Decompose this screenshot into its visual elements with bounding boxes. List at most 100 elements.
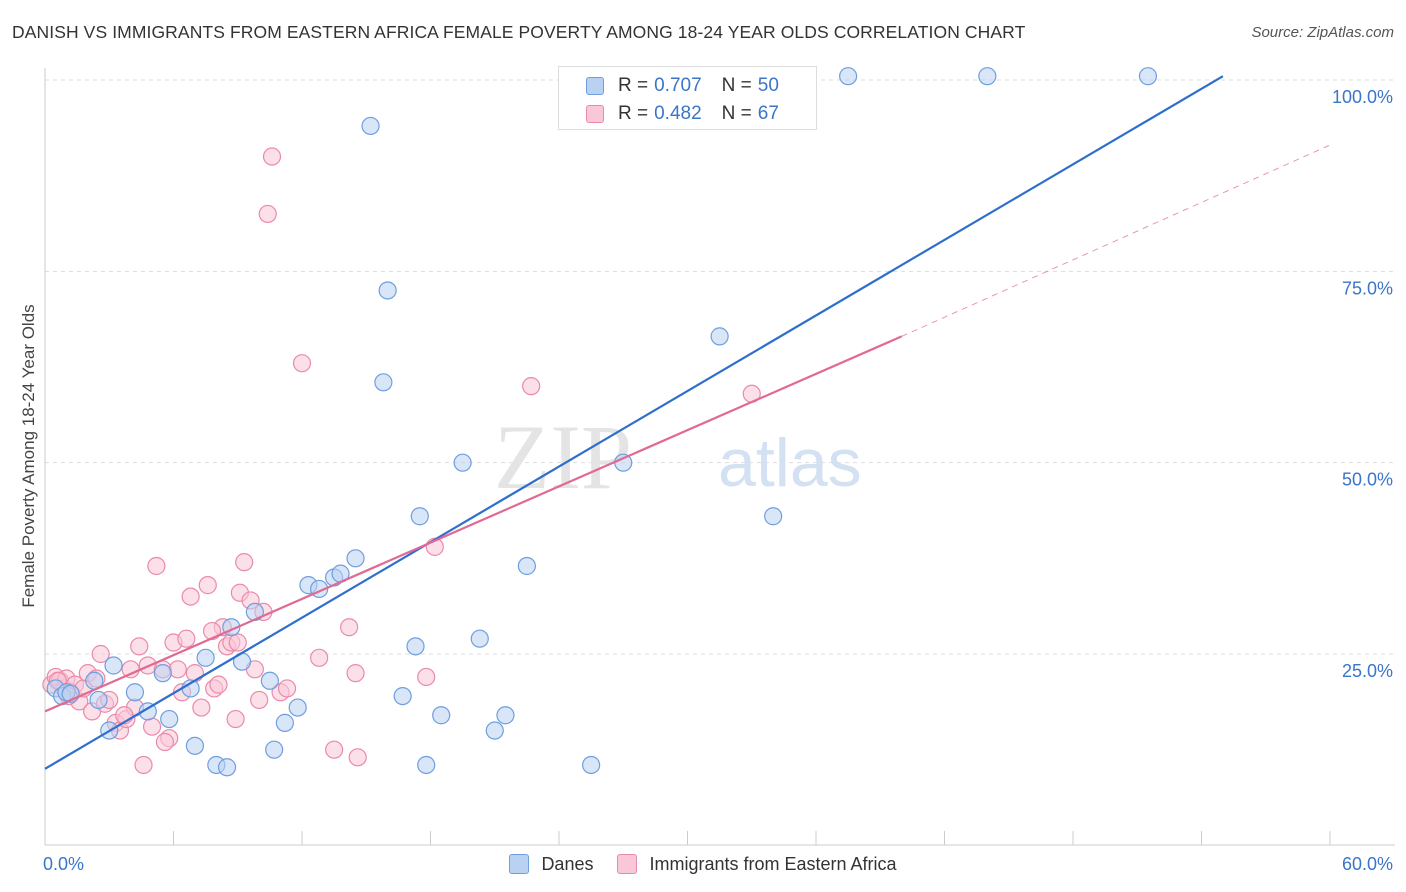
y-tick-label: 75.0% bbox=[1342, 278, 1393, 298]
legend-item-immigrants: Immigrants from Eastern Africa bbox=[617, 853, 897, 875]
immigrants-n-value: 67 bbox=[757, 103, 779, 124]
y-tick-label: 50.0% bbox=[1342, 470, 1393, 490]
legend-row-immigrants: R = 0.482 N = 67 bbox=[586, 103, 779, 125]
danes-point bbox=[978, 67, 997, 86]
danes-point bbox=[517, 556, 536, 576]
immigrants-point bbox=[417, 667, 436, 687]
immigrants-point bbox=[209, 675, 228, 694]
danes-point bbox=[410, 507, 429, 526]
legend-item-danes: Danes bbox=[509, 854, 593, 875]
danes-point bbox=[275, 713, 294, 732]
y-tick-label: 100.0% bbox=[1332, 87, 1393, 107]
immigrants-trendline-extension bbox=[901, 144, 1331, 337]
immigrants-point bbox=[142, 717, 162, 736]
watermark-atlas: atlas bbox=[718, 425, 862, 501]
immigrants-point bbox=[235, 553, 254, 572]
danes-point bbox=[470, 629, 489, 648]
danes-point bbox=[361, 116, 380, 136]
immigrants-point bbox=[325, 740, 344, 759]
danes-point bbox=[104, 656, 123, 675]
series-legend: Danes Immigrants from Eastern Africa bbox=[0, 852, 1406, 876]
immigrants-point bbox=[348, 748, 367, 767]
danes-point bbox=[406, 637, 425, 656]
immigrants-point bbox=[147, 556, 166, 576]
danes-swatch bbox=[509, 854, 530, 874]
trendlines bbox=[44, 75, 1331, 770]
immigrants-point bbox=[130, 637, 149, 656]
immigrants-r-value: 0.482 bbox=[654, 103, 702, 124]
immigrants-point bbox=[192, 698, 211, 717]
danes-point bbox=[496, 706, 515, 725]
n-label: N = bbox=[721, 75, 752, 96]
axes bbox=[44, 68, 1395, 846]
immigrants-point bbox=[134, 755, 153, 775]
immigrants-swatch bbox=[617, 854, 638, 874]
danes-point bbox=[417, 755, 436, 775]
danes-point bbox=[710, 327, 729, 346]
source-label: Source: ZipAtlas.com bbox=[1251, 24, 1394, 41]
danes-r-value: 0.707 bbox=[654, 75, 702, 96]
danes-n-value: 50 bbox=[757, 75, 779, 96]
danes-point bbox=[217, 758, 237, 777]
danes-point bbox=[89, 690, 108, 710]
immigrants-point bbox=[202, 621, 222, 641]
legend-row-danes: R = 0.707 N = 50 bbox=[586, 75, 779, 97]
danes-point bbox=[764, 507, 783, 526]
danes-point bbox=[288, 698, 307, 717]
danes-point bbox=[196, 648, 215, 667]
danes-point bbox=[374, 373, 393, 392]
danes-point bbox=[393, 686, 412, 706]
danes-point bbox=[378, 281, 397, 300]
immigrants-point bbox=[198, 576, 217, 595]
danes-point bbox=[839, 67, 858, 86]
danes-point bbox=[485, 721, 504, 740]
correlation-legend: R = 0.707 N = 50 R = 0.482 N = 67 bbox=[558, 66, 817, 130]
danes-point bbox=[582, 755, 601, 775]
danes-point bbox=[125, 683, 145, 702]
danes-swatch bbox=[586, 77, 604, 95]
immigrants-point bbox=[121, 660, 140, 679]
immigrants-point bbox=[522, 377, 541, 396]
watermark: ZIP atlas bbox=[494, 406, 862, 508]
chart-title: DANISH VS IMMIGRANTS FROM EASTERN AFRICA… bbox=[12, 22, 1026, 42]
danes-point bbox=[138, 702, 157, 721]
immigrants-point bbox=[185, 664, 205, 683]
immigrants-point bbox=[168, 660, 187, 679]
danes-trendline bbox=[44, 75, 1224, 770]
danes-point bbox=[160, 709, 179, 729]
immigrants-point bbox=[91, 644, 110, 664]
legend-label-immigrants: Immigrants from Eastern Africa bbox=[649, 853, 897, 874]
immigrants-point bbox=[177, 629, 196, 648]
immigrants-point bbox=[258, 204, 277, 224]
immigrants-point bbox=[226, 709, 245, 729]
immigrants-trendline bbox=[44, 335, 903, 713]
danes-point bbox=[185, 736, 205, 755]
immigrants-point bbox=[181, 587, 200, 606]
y-tick-label: 25.0% bbox=[1342, 661, 1393, 681]
x-tick-label-max: 60.0% bbox=[1342, 854, 1393, 874]
danes-point bbox=[346, 549, 365, 568]
r-label: R = bbox=[618, 103, 649, 124]
immigrants-point bbox=[346, 664, 365, 683]
immigrants-point bbox=[277, 679, 297, 698]
danes-point bbox=[260, 671, 279, 690]
immigrants-point bbox=[262, 147, 282, 166]
immigrants-point bbox=[250, 690, 269, 710]
n-label: N = bbox=[721, 103, 752, 124]
danes-points bbox=[46, 67, 1158, 777]
danes-point bbox=[153, 664, 172, 683]
immigrants-point bbox=[228, 633, 247, 652]
immigrants-swatch bbox=[586, 105, 604, 123]
immigrants-points bbox=[42, 147, 761, 775]
legend-label-danes: Danes bbox=[541, 853, 594, 874]
danes-point bbox=[265, 740, 284, 759]
immigrants-point bbox=[292, 354, 312, 373]
danes-point bbox=[432, 706, 451, 725]
immigrants-point bbox=[310, 648, 329, 667]
immigrants-point bbox=[155, 732, 175, 752]
danes-point bbox=[453, 453, 472, 472]
r-label: R = bbox=[618, 75, 649, 96]
tick-labels: 25.0% 50.0% 75.0% 100.0% 0.0% 60.0% bbox=[43, 87, 1393, 874]
x-tick-label-min: 0.0% bbox=[43, 854, 84, 874]
